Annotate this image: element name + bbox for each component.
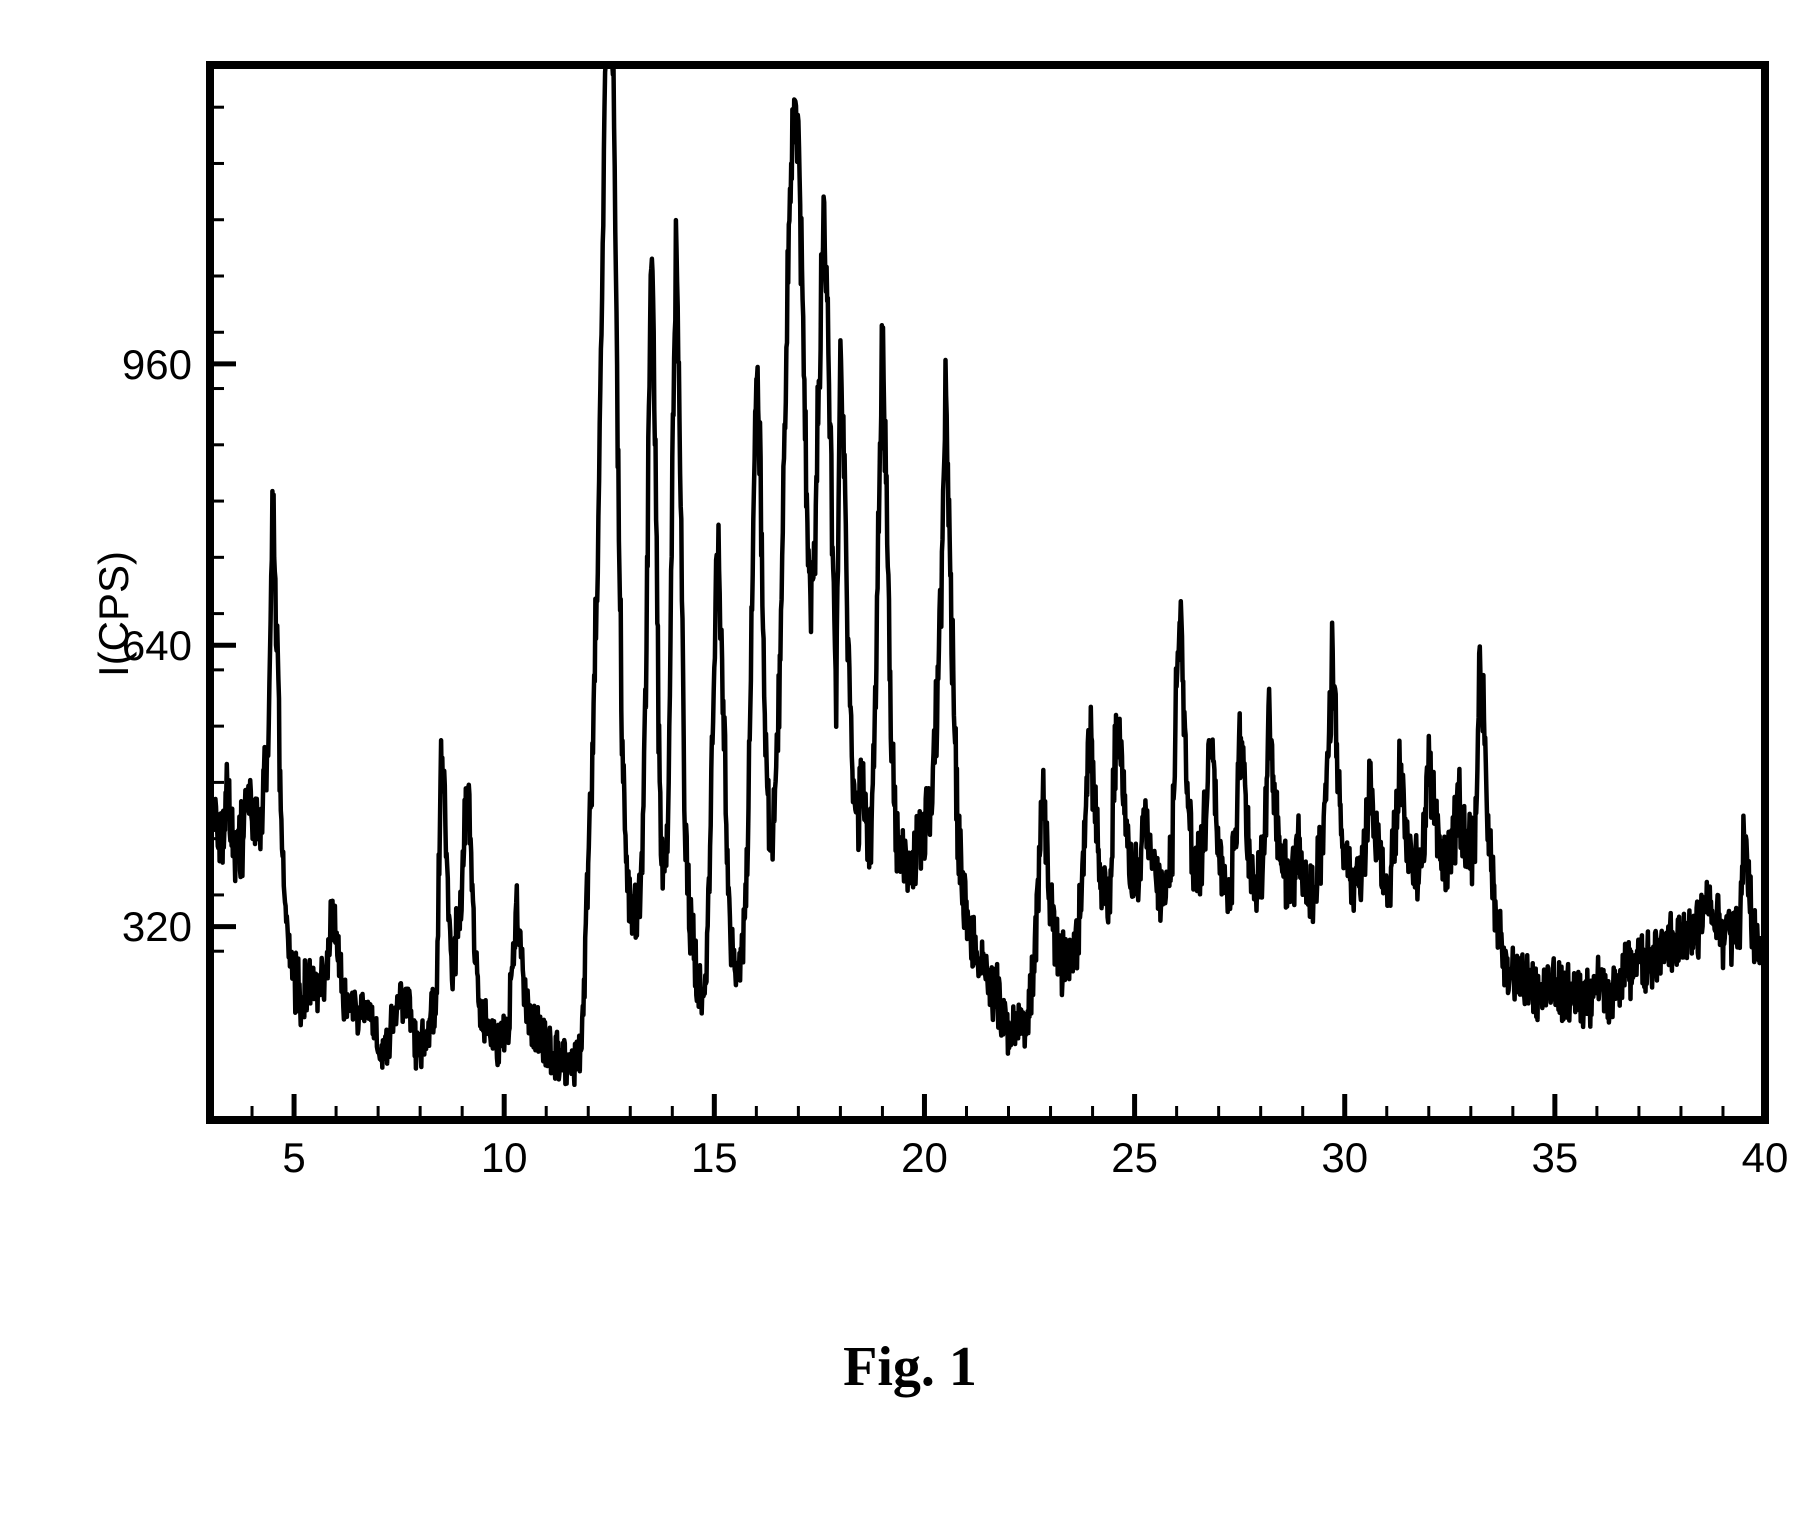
x-tick-label: 25 bbox=[1111, 1134, 1158, 1182]
y-tick-label: 960 bbox=[122, 341, 192, 389]
x-tick-label: 40 bbox=[1742, 1134, 1789, 1182]
y-tick-label: 320 bbox=[122, 903, 192, 951]
x-tick-label: 20 bbox=[901, 1134, 948, 1182]
x-tick-label: 15 bbox=[691, 1134, 738, 1182]
y-axis-title: I(CPS) bbox=[90, 551, 138, 677]
x-tick-label: 5 bbox=[282, 1134, 305, 1182]
figure-caption: Fig. 1 bbox=[0, 1335, 1820, 1399]
x-tick-label: 30 bbox=[1321, 1134, 1368, 1182]
x-tick-label: 10 bbox=[481, 1134, 528, 1182]
x-tick-label: 35 bbox=[1532, 1134, 1579, 1182]
xrd-trace bbox=[210, 65, 1765, 1085]
